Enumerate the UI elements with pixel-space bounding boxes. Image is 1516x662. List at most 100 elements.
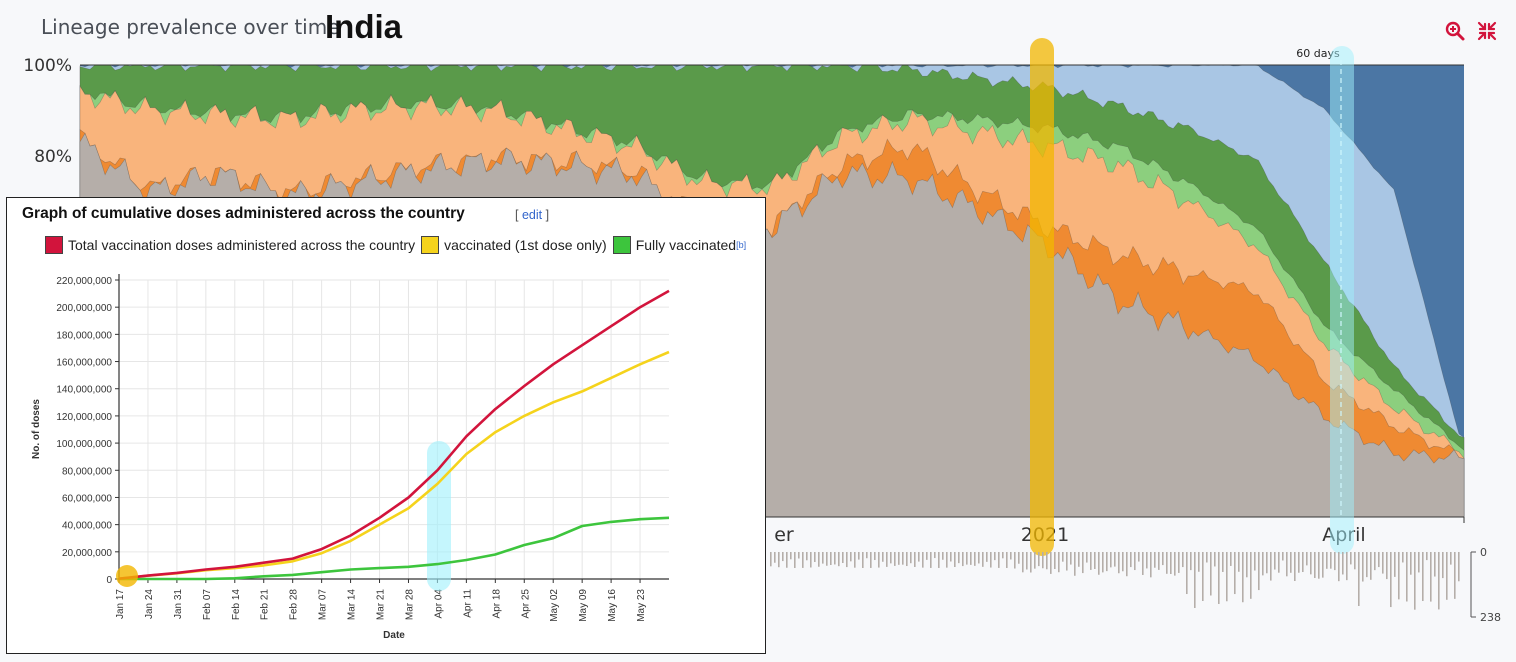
count-bar (1194, 552, 1196, 608)
y-tick-100: 100% (23, 56, 72, 76)
x-tick-label: Feb 07 (202, 589, 213, 621)
count-bar (1218, 552, 1220, 604)
vaccination-inset-chart: 0 20,000,000 40,000,000 60,000,000 80,000,00… (6, 197, 766, 654)
count-bar (1154, 552, 1156, 568)
count-bar (1130, 552, 1132, 568)
count-bar (1450, 552, 1452, 565)
count-bar (1126, 552, 1128, 577)
highlight-apr04 (427, 441, 451, 591)
count-bar (1062, 552, 1064, 562)
footnote-link[interactable]: [b] (736, 240, 747, 250)
count-bar (1410, 552, 1412, 575)
count-bar (1058, 552, 1060, 573)
legend-item-fully: Fully vaccinated [b] (612, 236, 747, 254)
count-bar (802, 552, 804, 568)
count-bar (1346, 552, 1348, 581)
count-bar (1370, 552, 1372, 580)
legend-item-first: vaccinated (1st dose only) (421, 236, 607, 254)
count-bar (1426, 552, 1428, 561)
count-bar (1274, 552, 1276, 570)
count-bar (1146, 552, 1148, 569)
count-bar (1054, 552, 1056, 570)
count-bar (1286, 552, 1288, 577)
count-bar (946, 552, 948, 568)
y-tick-label: 220,000,000 (56, 276, 112, 287)
count-bar (970, 552, 972, 565)
count-bar (1230, 552, 1232, 566)
count-bar (1110, 552, 1112, 568)
y-tick-label: 20,000,000 (62, 548, 112, 559)
count-bar (978, 552, 980, 564)
count-bar (1030, 552, 1032, 573)
count-bar (770, 552, 772, 567)
y-tick-80: 80% (34, 147, 72, 167)
x-tick-label: Mar 07 (318, 589, 329, 621)
fully-vaccinated-line (119, 516, 670, 581)
count-bar (866, 552, 868, 559)
count-bar (834, 552, 836, 565)
count-bar (1342, 552, 1344, 575)
count-bar (1278, 552, 1280, 573)
count-bar (1010, 552, 1012, 560)
count-bar (1206, 552, 1208, 563)
count-bar (1238, 552, 1240, 572)
x-tick-label: Apr 25 (520, 589, 531, 619)
count-bar (1350, 552, 1352, 565)
count-tick-238: 238 (1480, 611, 1501, 624)
count-bar (1314, 552, 1316, 578)
x-tick-label: May 09 (578, 589, 589, 622)
x-tick-label: Apr 04 (433, 589, 444, 619)
x-tick-label: Jan 24 (144, 589, 155, 619)
x-tick-label: Jan 31 (173, 589, 184, 619)
count-bar (986, 552, 988, 562)
count-bar (1430, 552, 1432, 602)
edit-link[interactable]: [ edit ] (515, 208, 550, 222)
count-bar (950, 552, 952, 562)
count-bar (1226, 552, 1228, 602)
count-bar (898, 552, 900, 565)
count-bar (1042, 552, 1044, 569)
inset-title: Graph of cumulative doses administered a… (22, 205, 465, 222)
count-bar (1118, 552, 1120, 574)
count-bar (1446, 552, 1448, 600)
count-bar (818, 552, 820, 567)
y-tick-label: 120,000,000 (56, 412, 112, 423)
count-bar (1234, 552, 1236, 595)
count-tick-0: 0 (1480, 546, 1487, 559)
x-tick-label: Jan 17 (115, 589, 126, 619)
y-axis-title: No. of doses (31, 399, 42, 459)
count-bar (962, 552, 964, 567)
count-bar (1402, 552, 1404, 563)
count-bar (1070, 552, 1072, 565)
count-bar (838, 552, 840, 567)
count-bar (1002, 552, 1004, 559)
first-dose-line (118, 350, 670, 580)
page-title: Lineage prevalence over time (41, 15, 340, 39)
count-bar (1078, 552, 1080, 567)
count-bar (1394, 552, 1396, 577)
count-bar (1406, 552, 1408, 602)
y-tick-label: 80,000,000 (62, 466, 112, 477)
count-bar (1222, 552, 1224, 572)
count-bar (1250, 552, 1252, 599)
x-axis-title: Date (383, 630, 405, 641)
count-bar (934, 552, 936, 559)
count-bar (1150, 552, 1152, 578)
y-tick-label: 200,000,000 (56, 303, 112, 314)
x-tick-label: Feb 14 (231, 589, 242, 621)
count-bar (1398, 552, 1400, 600)
edit-label[interactable]: edit (521, 208, 543, 222)
count-bar (1306, 552, 1308, 566)
x-tick-label: Apr 11 (462, 589, 473, 618)
count-bar (854, 552, 856, 568)
collapse-icon[interactable] (1476, 20, 1498, 42)
count-bar (1290, 552, 1292, 573)
count-bar (1214, 552, 1216, 567)
count-bar (1294, 552, 1296, 582)
count-bar (1322, 552, 1324, 578)
zoom-in-icon[interactable] (1444, 20, 1466, 42)
x-tick-label: Mar 21 (376, 589, 387, 621)
count-bar (1270, 552, 1272, 581)
inset-legend: Total vaccination doses administered acr… (45, 236, 752, 254)
count-bar (886, 552, 888, 567)
